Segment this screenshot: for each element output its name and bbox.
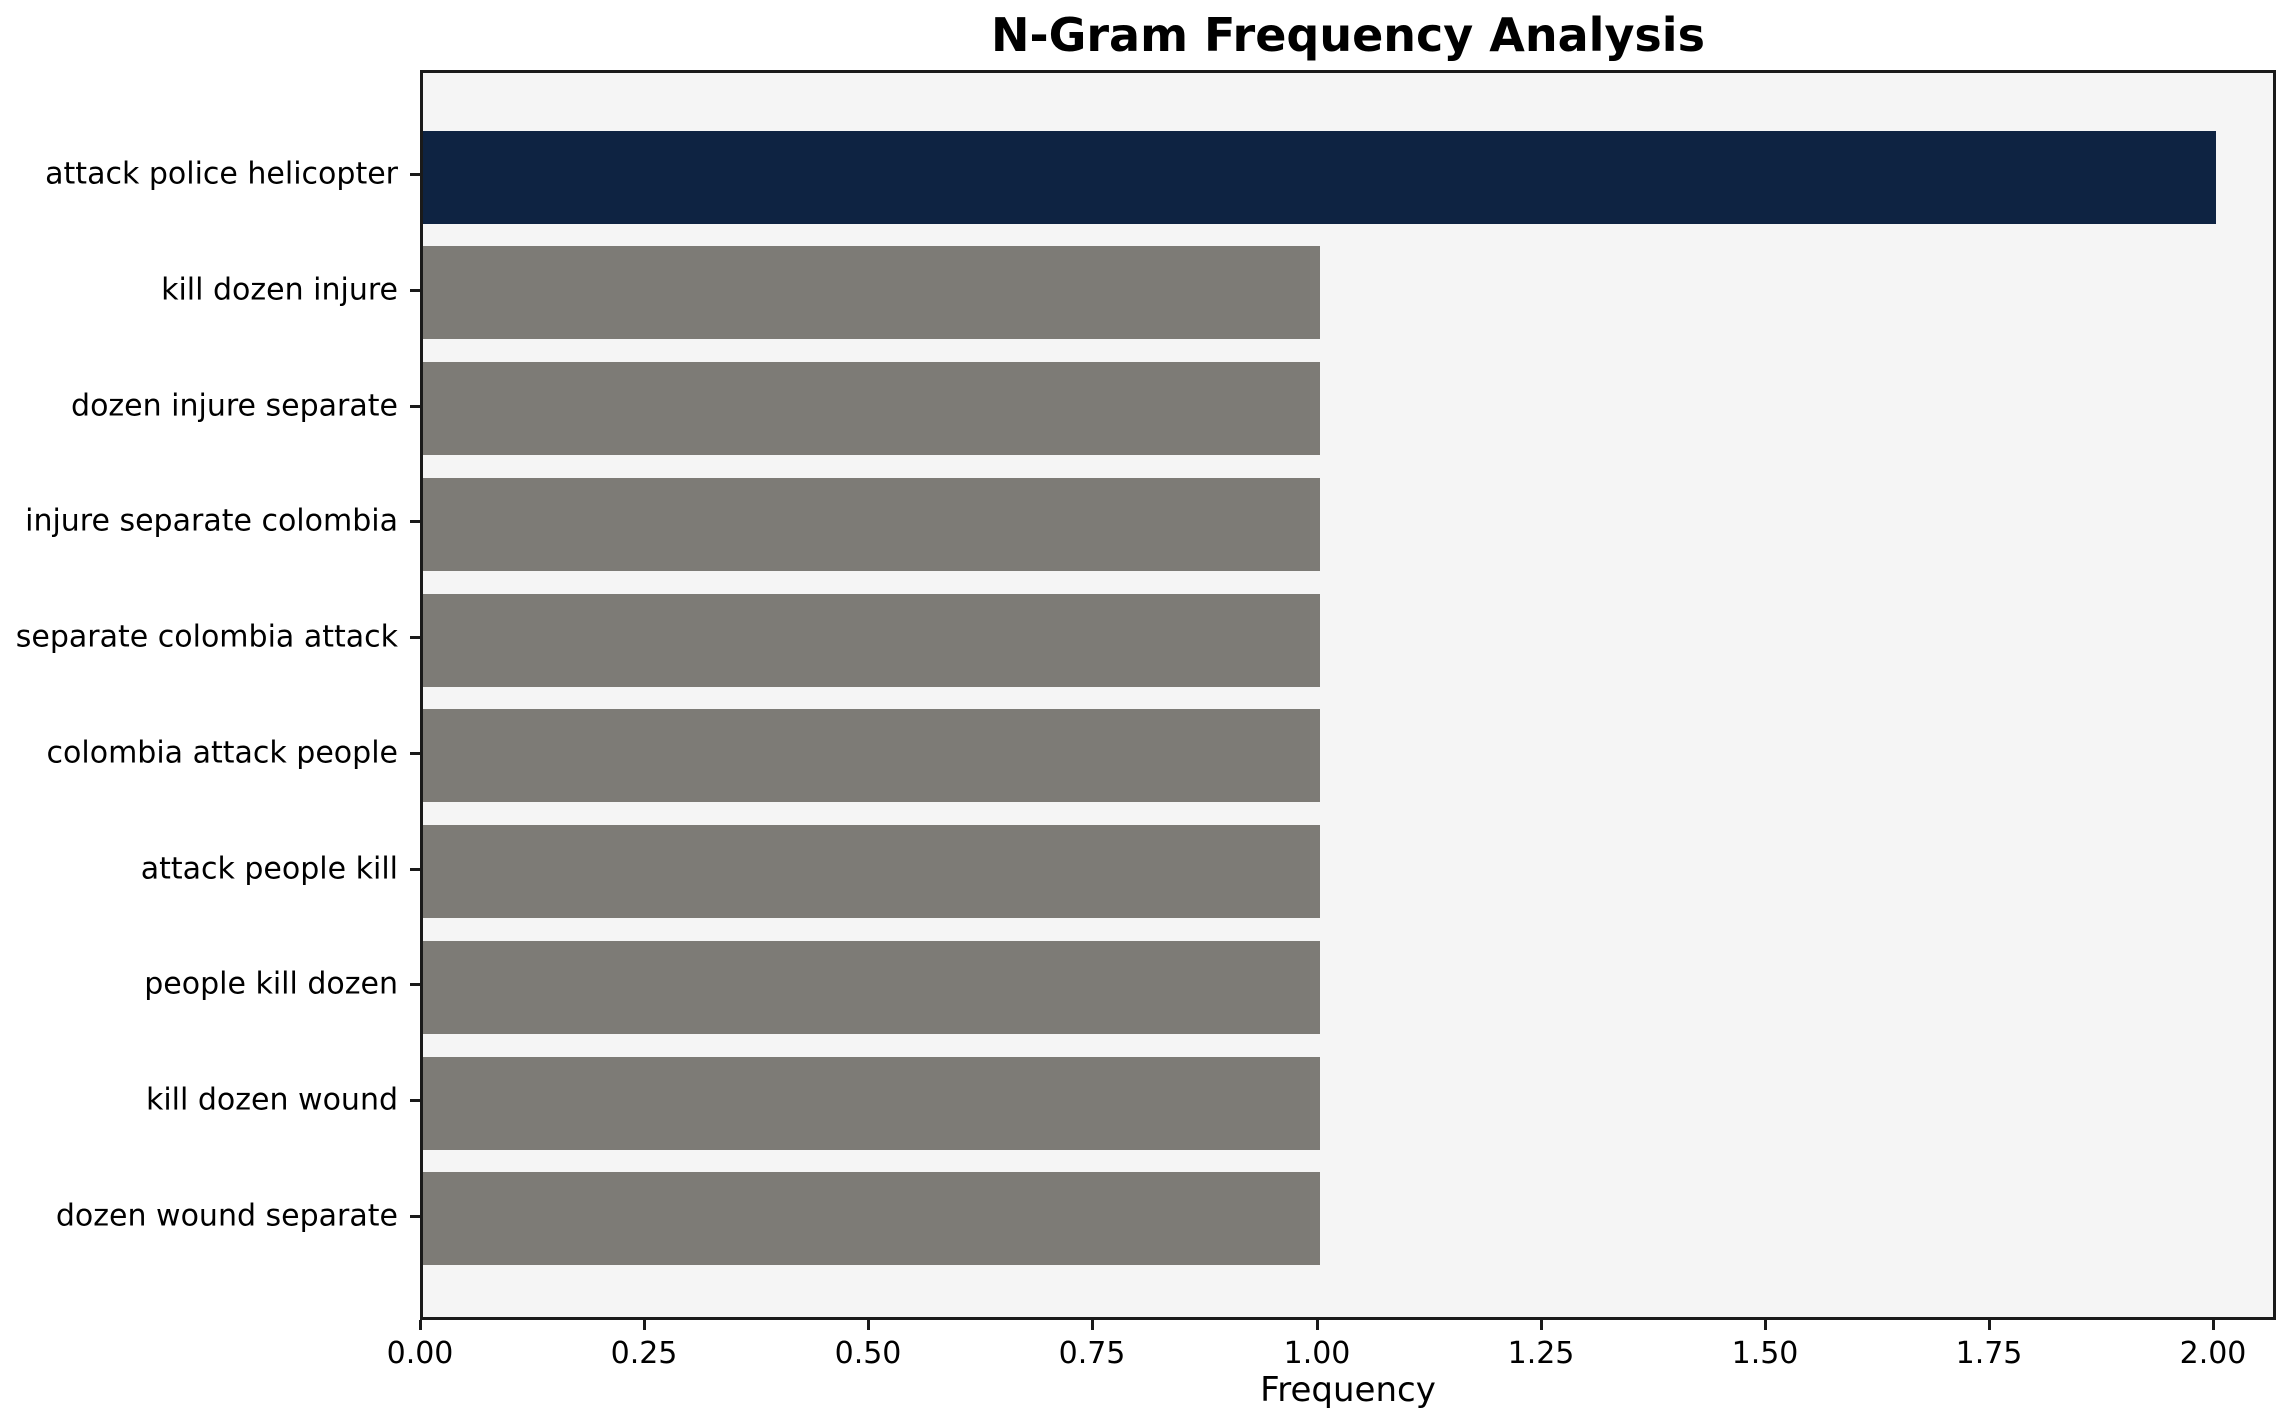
x-tick-mark xyxy=(419,1320,422,1330)
bar xyxy=(423,478,1320,571)
bar xyxy=(423,246,1320,339)
bar xyxy=(423,941,1320,1034)
x-tick-mark xyxy=(2212,1320,2215,1330)
y-tick-mark xyxy=(410,983,420,986)
bar xyxy=(423,1172,1320,1265)
y-tick-mark xyxy=(410,173,420,176)
x-tick-label: 1.25 xyxy=(1507,1336,1575,1371)
chart-title: N-Gram Frequency Analysis xyxy=(991,8,1705,62)
x-tick-mark xyxy=(1316,1320,1319,1330)
y-tick-label: separate colombia attack xyxy=(15,619,398,655)
y-tick-mark xyxy=(410,1099,420,1102)
y-tick-label: attack police helicopter xyxy=(45,156,398,192)
y-tick-mark xyxy=(410,636,420,639)
x-tick-mark xyxy=(867,1320,870,1330)
y-tick-mark xyxy=(410,405,420,408)
x-tick-label: 1.75 xyxy=(1955,1336,2023,1371)
x-tick-mark xyxy=(1540,1320,1543,1330)
x-tick-mark xyxy=(1764,1320,1767,1330)
bar xyxy=(423,131,2216,224)
x-tick-label: 2.00 xyxy=(2179,1336,2247,1371)
x-axis-label: Frequency xyxy=(1260,1370,1436,1410)
x-tick-label: 0.25 xyxy=(610,1336,678,1371)
y-tick-label: dozen injure separate xyxy=(71,388,398,424)
y-tick-mark xyxy=(410,289,420,292)
x-tick-label: 0.00 xyxy=(386,1336,454,1371)
y-tick-mark xyxy=(410,752,420,755)
y-tick-label: kill dozen injure xyxy=(161,272,398,308)
y-tick-label: attack people kill xyxy=(140,851,398,887)
x-tick-mark xyxy=(1988,1320,1991,1330)
x-tick-mark xyxy=(1091,1320,1094,1330)
y-tick-label: dozen wound separate xyxy=(55,1198,398,1234)
x-tick-label: 0.50 xyxy=(834,1336,902,1371)
plot-area xyxy=(420,70,2276,1320)
y-tick-label: people kill dozen xyxy=(144,966,398,1002)
y-tick-label: injure separate colombia xyxy=(25,503,398,539)
y-tick-mark xyxy=(410,520,420,523)
y-tick-mark xyxy=(410,1215,420,1218)
bar xyxy=(423,362,1320,455)
x-tick-label: 1.50 xyxy=(1731,1336,1799,1371)
x-tick-mark xyxy=(643,1320,646,1330)
y-tick-label: colombia attack people xyxy=(46,735,398,771)
bar xyxy=(423,709,1320,802)
bar xyxy=(423,825,1320,918)
bar xyxy=(423,594,1320,687)
bar xyxy=(423,1057,1320,1150)
y-tick-mark xyxy=(410,868,420,871)
x-tick-label: 1.00 xyxy=(1283,1336,1351,1371)
y-tick-label: kill dozen wound xyxy=(145,1082,398,1118)
x-tick-label: 0.75 xyxy=(1058,1336,1126,1371)
